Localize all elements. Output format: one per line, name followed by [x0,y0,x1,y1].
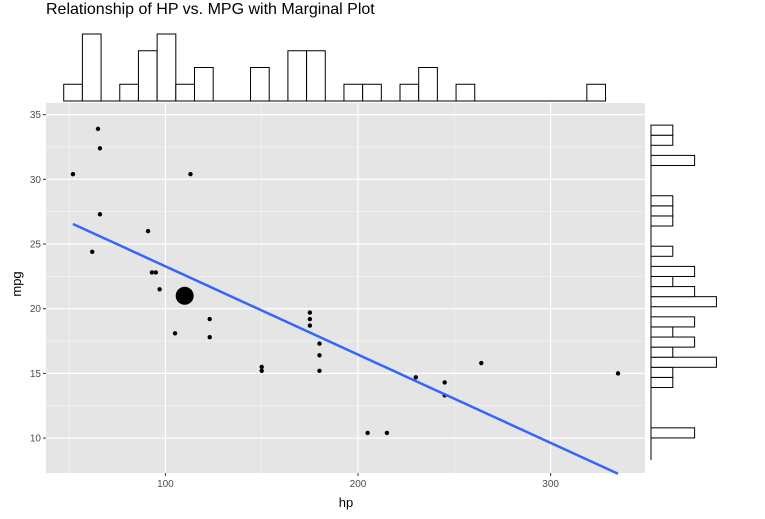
data-point [615,371,621,376]
top-marginal-histogram [63,33,607,102]
mpg-histogram-bar [650,286,696,298]
mpg-histogram-bar [650,195,674,207]
data-point [365,430,370,436]
plot-panel [46,103,645,473]
data-point [157,287,162,292]
data-point [180,288,185,293]
y-tick-label: 10 [30,434,42,445]
mpg-histogram-bar [650,124,674,136]
hp-histogram-bar [119,83,139,102]
mpg-histogram-bar [650,296,717,308]
mpg-histogram-bar [650,376,674,388]
data-point [188,171,193,177]
data-point [317,341,322,346]
data-point [172,331,178,336]
x-axis: 100 200 300 [157,473,559,490]
hp-histogram-bar [137,50,158,102]
mpg-histogram-bar [650,356,717,368]
data-point [175,286,194,305]
y-tick-label: 15 [30,369,42,380]
right-marginal-histogram [650,124,717,460]
data-point [97,146,103,151]
data-point [145,228,151,234]
mpg-histogram-bar [650,346,674,358]
mpg-histogram-bar [650,265,696,277]
mpg-histogram-bar [650,336,696,348]
y-tick-label: 35 [30,110,42,121]
data-point [207,316,212,322]
mpg-histogram-bar [650,215,674,227]
data-point [95,126,101,132]
data-point [317,353,322,358]
hp-histogram-bar [156,33,177,102]
trend-line [72,222,619,475]
data-point [479,360,484,366]
data-point [307,310,313,315]
data-point [384,430,390,436]
mpg-histogram-bar [650,245,674,257]
x-axis-title: hp [339,495,353,510]
grid-lines [46,103,645,473]
hp-histogram-bar [306,50,326,102]
data-point [97,212,103,217]
mpg-histogram-bar [650,275,674,288]
data-point [259,364,264,370]
hp-histogram-bar [63,83,83,102]
mpg-histogram-bar [650,427,696,439]
data-point [442,380,447,385]
hp-histogram-bar [399,83,420,102]
mpg-histogram-bar [650,326,674,338]
y-axis: 10 15 20 25 30 35 [30,110,46,445]
mpg-histogram-bar [650,154,696,166]
data-point [259,368,264,373]
hp-histogram-bar [193,67,214,102]
hp-histogram-bar [175,83,195,102]
hp-histogram-bar [287,50,308,102]
mpg-histogram-bar [650,205,674,217]
y-tick-label: 30 [30,175,42,186]
mpg-histogram-bar [650,316,696,328]
data-point [70,171,76,177]
y-tick-label: 20 [30,304,42,315]
mpg-histogram-bar [650,366,674,378]
data-point [317,368,322,373]
hp-histogram-bar [455,83,476,102]
data-point [413,375,419,380]
x-tick-label: 300 [542,479,559,490]
y-tick-label: 25 [30,240,42,251]
hp-histogram-bar [418,67,438,102]
mpg-histogram-bar [650,134,674,146]
scatter-points [70,126,621,436]
data-point [153,270,158,275]
data-point [149,270,155,275]
data-point [90,249,95,254]
data-point [207,334,212,340]
x-tick-label: 100 [157,479,174,490]
hp-histogram-bar [362,83,382,102]
data-point [307,323,313,328]
hp-histogram-bar [343,83,364,102]
chart-title: Relationship of HP vs. MPG with Marginal… [46,1,375,18]
hp-histogram-bar [586,83,607,102]
y-axis-title: mpg [9,271,24,296]
x-tick-label: 200 [350,479,367,490]
data-point [307,316,313,322]
hp-histogram-bar [250,67,270,102]
hp-histogram-bar [81,33,102,102]
